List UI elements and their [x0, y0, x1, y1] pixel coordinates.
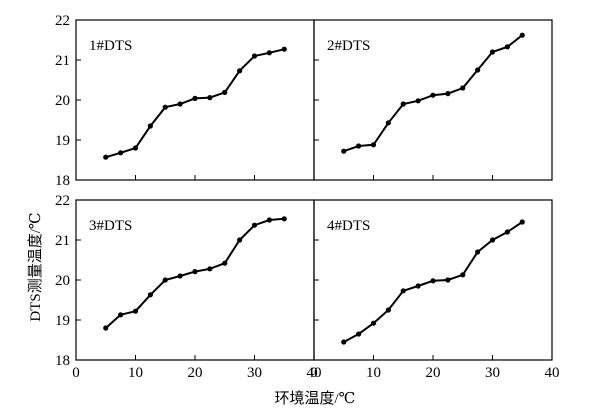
data-point	[162, 104, 168, 110]
data-point	[445, 277, 451, 283]
data-point	[266, 217, 272, 223]
data-point	[222, 260, 228, 266]
panel-2: 2#DTS	[313, 19, 553, 181]
data-point	[103, 154, 109, 160]
data-point	[356, 143, 362, 149]
data-point	[430, 92, 436, 98]
data-point	[460, 272, 466, 278]
panel-title: 2#DTS	[327, 38, 370, 54]
data-point	[147, 123, 153, 129]
y-tick-label: 19	[55, 313, 70, 329]
data-point	[251, 53, 258, 59]
panel-1: 18 19 20 21 22 1#DTS	[55, 13, 315, 189]
data-point	[519, 219, 525, 225]
data-point	[489, 49, 496, 55]
y-tick-label: 21	[55, 233, 70, 249]
series-line	[105, 48, 285, 159]
data-point	[415, 283, 421, 289]
x-tick-label: 40	[545, 365, 560, 381]
x-tick-label: 0	[72, 365, 80, 381]
panel-3: 18 19 20 21 22 0 10 20 30 40 3#DTS	[55, 193, 322, 381]
data-point	[147, 292, 153, 298]
data-point	[385, 120, 391, 126]
data-point	[207, 266, 213, 272]
data-point	[103, 325, 109, 331]
data-point	[475, 249, 481, 255]
data-point	[192, 269, 198, 275]
data-point	[237, 68, 243, 74]
data-point	[118, 150, 124, 156]
x-tick-label: 40	[307, 365, 322, 381]
x-tick-label: 10	[366, 365, 381, 381]
data-point	[504, 44, 510, 50]
data-point	[251, 222, 258, 228]
panel-4: 0 10 20 30 40 4#DTS	[310, 199, 560, 381]
data-point	[281, 46, 287, 52]
data-point	[237, 237, 243, 243]
data-point	[281, 216, 287, 222]
x-tick-label: 20	[426, 365, 441, 381]
data-point	[207, 95, 213, 101]
data-point	[222, 89, 228, 95]
data-point	[430, 278, 436, 284]
y-tick-label: 21	[55, 53, 70, 69]
data-point	[460, 85, 466, 91]
data-point	[489, 237, 496, 243]
data-point	[519, 32, 525, 38]
data-point	[400, 288, 406, 294]
data-point	[356, 331, 362, 337]
data-point	[132, 145, 139, 151]
y-tick-label: 19	[55, 133, 70, 149]
data-point	[341, 148, 347, 154]
data-point	[475, 67, 481, 73]
y-tick-label: 18	[55, 173, 70, 189]
data-point	[192, 95, 198, 101]
x-tick-label: 10	[128, 365, 143, 381]
data-point	[415, 98, 421, 104]
data-point	[132, 308, 139, 314]
data-point	[341, 339, 347, 345]
y-tick-label: 22	[55, 13, 70, 29]
data-point	[370, 142, 377, 148]
y-tick-label: 20	[55, 93, 70, 109]
y-tick-label: 20	[55, 273, 70, 289]
data-point	[266, 50, 272, 56]
y-tick-label: 18	[55, 353, 70, 369]
x-tick-label: 30	[247, 365, 262, 381]
data-point	[445, 91, 451, 97]
x-axis-title: 环境温度/℃	[275, 389, 356, 407]
data-point	[162, 277, 168, 283]
panel-title: 3#DTS	[89, 218, 132, 234]
data-point	[370, 320, 377, 326]
data-point	[385, 307, 391, 313]
data-point	[177, 101, 183, 107]
panels: 18 19 20 21 22 1#DTS 2#DTS 18 19 20 21 22 0 10 20 30 40 3…	[55, 13, 560, 381]
data-point	[504, 229, 510, 235]
x-tick-label: 20	[188, 365, 203, 381]
y-axis-title: DTS测量温度/℃	[27, 212, 44, 321]
data-point	[118, 312, 124, 318]
data-point	[177, 273, 183, 279]
panel-title: 4#DTS	[327, 218, 370, 234]
data-point	[400, 101, 406, 107]
x-tick-label: 30	[485, 365, 500, 381]
panel-title: 1#DTS	[89, 38, 132, 54]
y-tick-label: 22	[55, 193, 70, 209]
x-tick-label: 0	[310, 365, 318, 381]
